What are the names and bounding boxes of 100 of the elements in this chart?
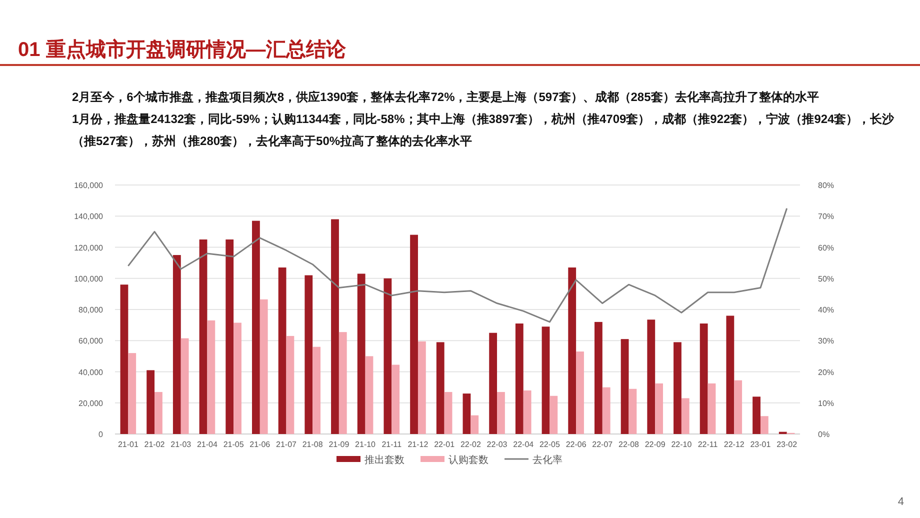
y-tick-label: 80,000	[78, 306, 104, 314]
bar	[260, 299, 268, 434]
x-tick-label: 21-04	[196, 440, 218, 449]
x-tick-label: 21-11	[382, 440, 402, 449]
bar	[594, 322, 602, 434]
bar	[234, 322, 242, 434]
bar	[497, 392, 505, 434]
bar	[252, 220, 260, 434]
x-tick-label: 22-05	[539, 440, 560, 449]
chart-title: 01 重点城市开盘调研情况—汇总结论	[18, 38, 346, 63]
text: 4	[898, 496, 904, 508]
bar	[418, 341, 426, 434]
bar	[628, 388, 637, 434]
x-tick-label: 21-06	[250, 440, 271, 449]
bar	[286, 336, 294, 434]
bar	[207, 320, 216, 434]
bar	[568, 267, 576, 434]
y-tick-label: 20,000	[78, 398, 104, 408]
y-tick-label: 120,000	[74, 243, 104, 252]
x-tick-label: 21-09	[328, 440, 350, 449]
y2-tick-label: 30%	[818, 336, 834, 346]
x-tick-label: 22-07	[592, 440, 614, 449]
x-tick-label: 22-04	[513, 440, 534, 449]
bar	[384, 278, 392, 434]
bar	[120, 284, 128, 434]
y-tick-label: 0	[98, 430, 104, 439]
bar	[708, 383, 716, 434]
x-tick-label: 21-12	[408, 440, 429, 449]
y-tick-label: 60,000	[78, 336, 104, 346]
x-tick-label: 22-06	[566, 440, 587, 449]
x-tick-label: 22-03	[486, 440, 508, 449]
bar	[278, 267, 286, 434]
x-tick-label: 21-07	[276, 440, 298, 449]
x-tick-label: 21-08	[302, 440, 324, 449]
x-tick-label: 22-02	[460, 440, 482, 449]
bar	[436, 342, 444, 434]
x-tick-label: 23-02	[776, 440, 798, 449]
x-tick-label: 22-01	[434, 440, 456, 449]
bar	[180, 338, 189, 434]
y-tick-label: 140,000	[74, 212, 104, 222]
text: 1月份，推盘量24132套，同比-59%；认购11344套，同比-58%；其中上海（推3897套），杭州（推4709套），成都（推922套），宁波（推924套），长沙（推527套），苏州（推280套），去化率高于50%拉高了整体的去化率水平	[72, 111, 896, 150]
line-series	[127, 208, 788, 323]
legend-label: 去化率	[532, 454, 562, 466]
y2-tick-label: 70%	[818, 212, 834, 222]
bar	[128, 353, 136, 434]
bar	[647, 320, 656, 434]
bar	[542, 326, 550, 434]
bar	[304, 275, 313, 434]
bar	[550, 396, 558, 434]
bar	[392, 364, 400, 434]
bar	[655, 383, 663, 434]
y-tick-label: 40,000	[78, 368, 104, 377]
bar	[444, 392, 452, 434]
chart-subtitle: 2月至今，6个城市推盘，推盘项目频次8，供应1390套，整体去化率72%，主要是上海（597套）、成都（285套）去化率高拉升了整体的水平	[72, 89, 820, 106]
bar	[515, 324, 524, 434]
bar	[674, 342, 682, 434]
x-tick-label: 22-11	[698, 440, 718, 449]
bar	[199, 239, 208, 434]
y2-tick-label: 0%	[818, 430, 830, 439]
x-tick-label: 22-09	[644, 440, 666, 449]
bar	[312, 346, 320, 434]
bar	[681, 398, 690, 434]
y2-tick-label: 80%	[818, 181, 834, 190]
bar	[470, 415, 479, 434]
bar	[226, 239, 234, 434]
bar	[576, 352, 584, 434]
bar	[760, 416, 768, 434]
bar	[172, 255, 181, 434]
bar	[357, 274, 366, 434]
y2-tick-label: 60%	[818, 243, 834, 252]
x-tick-label: 22-08	[618, 440, 640, 449]
bar	[410, 234, 418, 434]
bar	[620, 339, 629, 434]
x-tick-label: 22-10	[671, 440, 692, 449]
bar	[331, 219, 339, 434]
x-tick-label: 21-10	[355, 440, 376, 449]
bar	[700, 324, 708, 434]
bar	[462, 394, 471, 434]
bar	[726, 316, 734, 434]
bar	[338, 332, 347, 434]
bar	[523, 390, 532, 434]
legend-label: 认购套数	[448, 454, 488, 466]
x-tick-label: 21-02	[144, 440, 166, 449]
y-tick-label: 100,000	[74, 274, 104, 284]
y2-tick-label: 20%	[818, 368, 834, 377]
bar	[602, 387, 610, 434]
bar	[734, 380, 742, 434]
x-tick-label: 21-01	[118, 440, 139, 449]
x-tick-label: 22-12	[724, 440, 745, 449]
legend-label: 推出套数	[364, 454, 404, 466]
bar	[365, 356, 374, 434]
y2-tick-label: 10%	[818, 398, 834, 408]
x-tick-label: 21-05	[223, 440, 244, 449]
y2-tick-label: 50%	[818, 274, 834, 284]
x-tick-label: 21-03	[170, 440, 192, 449]
bar	[154, 392, 162, 434]
bar	[752, 396, 760, 434]
bar	[146, 370, 155, 434]
x-tick-label: 23-01	[750, 440, 772, 449]
bar	[489, 332, 498, 434]
